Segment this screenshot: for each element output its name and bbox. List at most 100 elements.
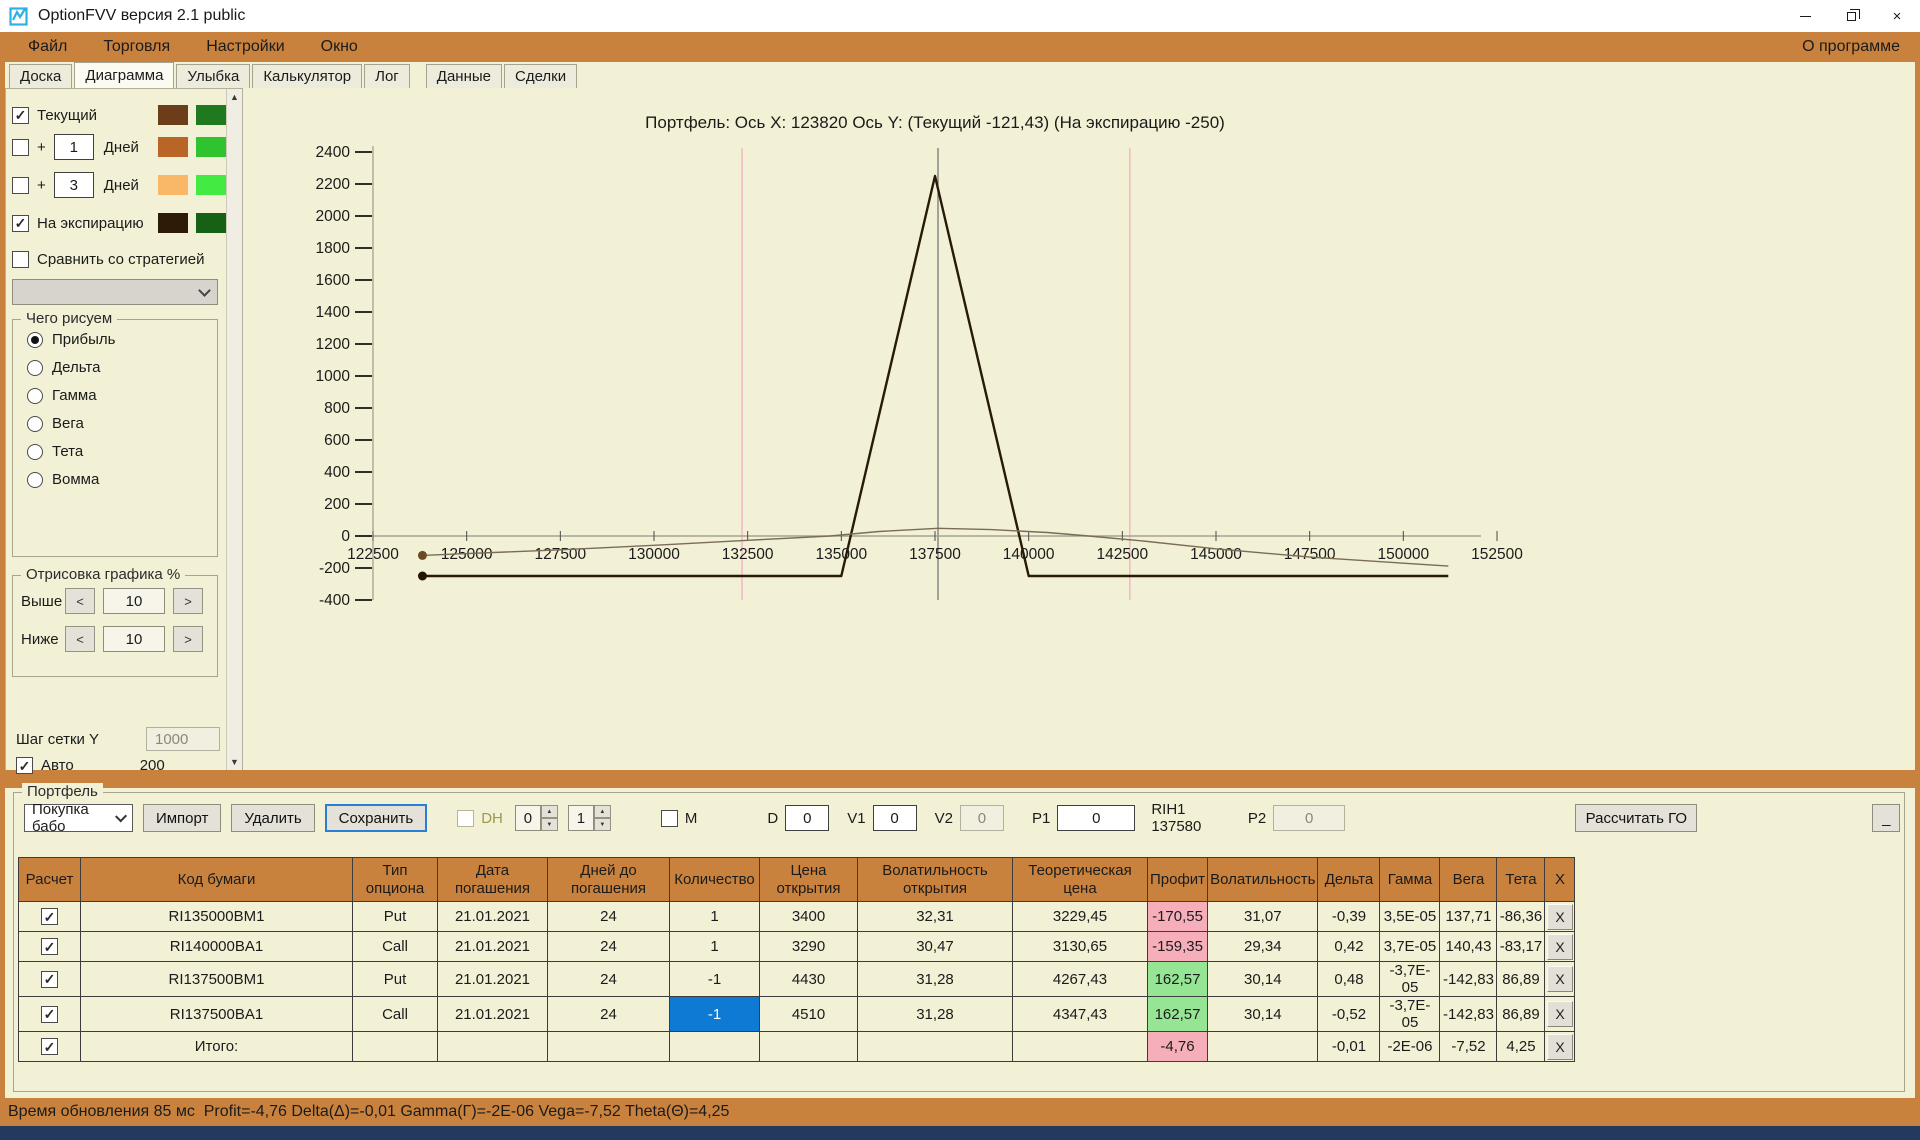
dh-checkbox[interactable]	[457, 810, 474, 827]
open-price-cell[interactable]: 4510	[760, 997, 858, 1032]
remove-row-button[interactable]: X	[1547, 904, 1573, 930]
tab-Диаграмма[interactable]: Диаграмма	[74, 62, 174, 88]
calc-go-button[interactable]: Рассчитать ГО	[1575, 804, 1697, 832]
current-checkbox[interactable]	[12, 107, 29, 124]
column-header[interactable]: Волатильность	[1208, 858, 1318, 902]
draw-option-Вега[interactable]: Вега	[27, 415, 217, 432]
below-value-input[interactable]: 10	[103, 626, 165, 652]
code-cell[interactable]: Итого:	[81, 1032, 353, 1062]
above-value-input[interactable]: 10	[103, 588, 165, 614]
compare-strategy-checkbox[interactable]	[12, 251, 29, 268]
column-header[interactable]: Дата погашения	[438, 858, 548, 902]
scroll-up-icon[interactable]: ▲	[227, 92, 242, 102]
draw-option-Вомма[interactable]: Вомма	[27, 471, 217, 488]
tab-Данные[interactable]: Данные	[426, 64, 502, 88]
column-header[interactable]: Вега	[1440, 858, 1497, 902]
restore-button[interactable]	[1828, 0, 1874, 32]
strategy-select[interactable]: Покупка бабо	[24, 804, 133, 832]
open-volatility-cell[interactable]: 31,28	[858, 997, 1013, 1032]
draw-option-Прибыль[interactable]: Прибыль	[27, 331, 217, 348]
column-header[interactable]: Тета	[1497, 858, 1545, 902]
draw-option-Гамма[interactable]: Гамма	[27, 387, 217, 404]
expiration-checkbox[interactable]	[12, 215, 29, 232]
tab-Сделки[interactable]: Сделки	[504, 64, 577, 88]
scroll-down-icon[interactable]: ▼	[227, 757, 242, 767]
close-button[interactable]: ×	[1874, 0, 1920, 32]
quantity-cell[interactable]	[670, 1032, 760, 1062]
calc-checkbox[interactable]	[41, 908, 58, 925]
grid-step-input[interactable]: 1000	[146, 727, 220, 751]
import-button[interactable]: Импорт	[143, 804, 221, 832]
open-price-cell[interactable]: 3290	[760, 932, 858, 962]
spin-down-icon[interactable]: ▼	[594, 818, 611, 831]
spinner-value[interactable]: 1	[568, 805, 594, 831]
sidebar-scrollbar[interactable]: ▲ ▼	[226, 89, 242, 770]
menu-Настройки[interactable]: Настройки	[192, 35, 298, 59]
draw-option-Тета[interactable]: Тета	[27, 443, 217, 460]
column-header[interactable]: Код бумаги	[81, 858, 353, 902]
open-volatility-cell[interactable]: 32,31	[858, 902, 1013, 932]
radio-icon[interactable]	[27, 416, 43, 432]
above-decrease-button[interactable]: <	[65, 588, 95, 614]
column-header[interactable]: X	[1545, 858, 1575, 902]
remove-row-button[interactable]: X	[1547, 966, 1573, 992]
quantity-cell[interactable]: -1	[670, 997, 760, 1032]
calc-checkbox[interactable]	[41, 1006, 58, 1023]
open-volatility-cell[interactable]: 31,28	[858, 962, 1013, 997]
quantity-cell[interactable]: 1	[670, 932, 760, 962]
auto-checkbox[interactable]	[16, 757, 33, 774]
column-header[interactable]: Волатильность открытия	[858, 858, 1013, 902]
below-decrease-button[interactable]: <	[65, 626, 95, 652]
remove-row-button[interactable]: X	[1547, 1001, 1573, 1027]
menu-about[interactable]: О программе	[1796, 35, 1906, 59]
spin-up-icon[interactable]: ▲	[594, 805, 611, 818]
save-button[interactable]: Сохранить	[325, 804, 428, 832]
tab-Улыбка[interactable]: Улыбка	[176, 64, 250, 88]
calc-checkbox[interactable]	[41, 938, 58, 955]
quantity-cell[interactable]: -1	[670, 962, 760, 997]
column-header[interactable]: Гамма	[1380, 858, 1440, 902]
column-header[interactable]: Дельта	[1318, 858, 1380, 902]
color-swatch[interactable]	[158, 137, 188, 157]
menu-Торговля[interactable]: Торговля	[89, 35, 184, 59]
plus-1-day-checkbox[interactable]	[12, 139, 29, 156]
color-swatch[interactable]	[196, 137, 226, 157]
spinner-value[interactable]: 0	[515, 805, 541, 831]
radio-icon[interactable]	[27, 388, 43, 404]
menu-Файл[interactable]: Файл	[14, 35, 81, 59]
tab-Калькулятор[interactable]: Калькулятор	[252, 64, 362, 88]
calc-checkbox[interactable]	[41, 971, 58, 988]
delete-button[interactable]: Удалить	[231, 804, 314, 832]
v1-input[interactable]: 0	[873, 805, 917, 831]
tab-Доска[interactable]: Доска	[9, 64, 72, 88]
quantity-cell[interactable]: 1	[670, 902, 760, 932]
plus-3-days-days-input[interactable]: 3	[54, 172, 94, 198]
color-swatch[interactable]	[196, 213, 226, 233]
color-swatch[interactable]	[196, 175, 226, 195]
open-price-cell[interactable]: 3400	[760, 902, 858, 932]
payoff-chart[interactable]: Портфель: Ось X: 123820 Ось Y: (Текущий …	[243, 88, 1920, 770]
radio-icon[interactable]	[27, 444, 43, 460]
color-swatch[interactable]	[158, 213, 188, 233]
below-increase-button[interactable]: >	[173, 626, 203, 652]
column-header[interactable]: Тип опциона	[353, 858, 438, 902]
color-swatch[interactable]	[158, 175, 188, 195]
compare-strategy-select[interactable]	[12, 279, 218, 305]
code-cell[interactable]: RI140000BA1	[81, 932, 353, 962]
panel-minimize-button[interactable]: _	[1872, 804, 1900, 832]
column-header[interactable]: Количество	[670, 858, 760, 902]
radio-icon[interactable]	[27, 472, 43, 488]
column-header[interactable]: Расчет	[19, 858, 81, 902]
minimize-button[interactable]	[1782, 0, 1828, 32]
color-swatch[interactable]	[158, 105, 188, 125]
color-swatch[interactable]	[196, 105, 226, 125]
horizontal-splitter[interactable]	[5, 770, 1915, 788]
column-header[interactable]: Дней до погашения	[548, 858, 670, 902]
tab-Лог[interactable]: Лог	[364, 64, 410, 88]
column-header[interactable]: Профит	[1148, 858, 1208, 902]
code-cell[interactable]: RI137500BA1	[81, 997, 353, 1032]
spin-down-icon[interactable]: ▼	[541, 818, 558, 831]
menu-Окно[interactable]: Окно	[307, 35, 372, 59]
code-cell[interactable]: RI135000BM1	[81, 902, 353, 932]
radio-icon[interactable]	[27, 360, 43, 376]
